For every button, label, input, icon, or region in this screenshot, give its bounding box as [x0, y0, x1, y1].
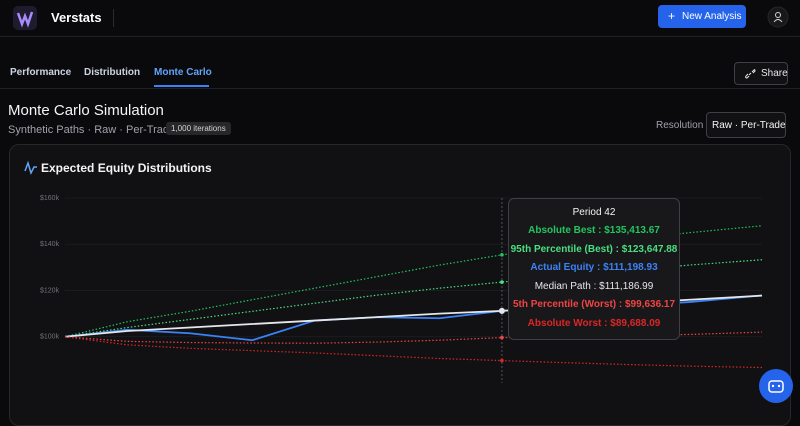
y-tick-label: $120k [40, 287, 60, 294]
tooltip: Period 42 Absolute Best : $135,413.67 95th… [508, 198, 680, 340]
resolution-label: Resolution [656, 120, 704, 131]
logo [13, 6, 37, 30]
share-button[interactable]: Share [734, 62, 788, 85]
chat-button[interactable] [759, 369, 793, 403]
y-tick-label: $140k [40, 241, 60, 248]
user-button[interactable] [767, 6, 789, 28]
hover-dot [500, 358, 504, 363]
hover-dot [500, 335, 504, 340]
hover-dot [500, 253, 504, 257]
hover-dot [500, 280, 504, 284]
chart-icon [24, 160, 37, 176]
app-name: Verstats [51, 10, 102, 25]
tab[interactable]: Distribution [84, 67, 141, 78]
series-line [64, 336, 763, 369]
subtitle: Synthetic Paths · Raw · Per-Trade [8, 124, 176, 136]
divider [113, 9, 114, 27]
tooltip-line: Absolute Best : $135,413.67 [528, 225, 660, 236]
y-tick-label: $100k [40, 334, 60, 341]
tab[interactable]: Performance [10, 67, 72, 78]
resolution-value: Raw · Per-Trade [712, 120, 786, 131]
button-label: New Analysis [682, 11, 742, 22]
resolution-select[interactable]: Raw · Per-Trade [706, 112, 786, 138]
iterations-badge: 1,000 iterations [166, 122, 231, 135]
hover-dot [498, 307, 505, 314]
chart-card: Expected Equity Distributions $100k $120k… [9, 144, 791, 426]
y-tick-label: $160k [40, 195, 60, 202]
series-line [64, 331, 763, 344]
active-tab-underline [154, 85, 209, 87]
tooltip-title: Period 42 [572, 207, 616, 218]
tooltip-line: Median Path : $111,186.99 [534, 280, 654, 292]
plus-icon: + [668, 9, 676, 23]
tooltip-line: Actual Equity : $111,198.93 [530, 262, 658, 273]
tooltip-line: 5th Percentile (Worst) : $99,636.17 [512, 299, 676, 310]
tab[interactable]: Monte Carlo [154, 67, 212, 78]
page-title: Monte Carlo Simulation [8, 102, 164, 119]
tabs-border [0, 88, 800, 89]
series-line [64, 225, 763, 338]
new-analysis-button[interactable]: + New Analysis [658, 5, 746, 28]
chart-title: Expected Equity Distributions [41, 161, 212, 175]
tooltip-line: 95th Percentile (Best) : $123,647.88 [510, 243, 678, 255]
series-line [64, 259, 763, 338]
top-bar: Verstats + New Analysis [0, 0, 800, 37]
share-icon [745, 69, 756, 79]
tooltip-line: Absolute Worst : $89,688.09 [527, 317, 661, 329]
share-label: Share [761, 68, 788, 79]
